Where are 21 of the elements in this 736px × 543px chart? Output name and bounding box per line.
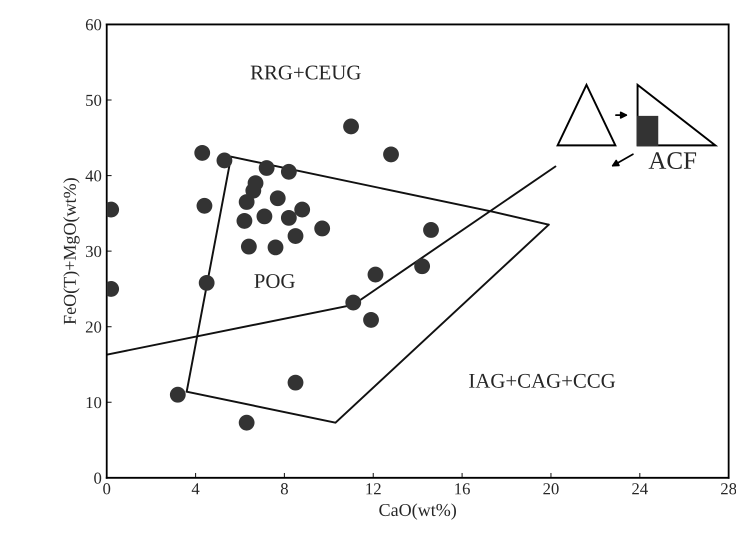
- x-tick-label: 20: [543, 483, 559, 494]
- x-tick-label: 16: [455, 483, 470, 494]
- annotation: IAG+CAG+CCG: [469, 374, 616, 388]
- annotation: POG: [254, 274, 295, 288]
- y-tick-label: 50: [86, 94, 102, 106]
- y-tick-label: 40: [86, 170, 102, 182]
- x-tick-label: 0: [103, 483, 110, 494]
- x-axis-title: CaO(wt%): [379, 503, 456, 520]
- y-axis-title: FeO(T)+MgO(wt%): [63, 178, 80, 324]
- annotation: RRG+CEUG: [250, 66, 361, 80]
- x-tick-label: 8: [280, 483, 288, 494]
- y-tick-label: 10: [86, 396, 102, 408]
- y-tick-label: 0: [94, 472, 102, 484]
- x-tick-label: 12: [366, 483, 381, 494]
- x-tick-label: 24: [632, 483, 648, 494]
- y-tick-label: 30: [86, 246, 102, 258]
- y-tick-label: 60: [86, 19, 102, 30]
- x-tick-label: 28: [721, 483, 736, 494]
- y-tick-label: 20: [86, 321, 102, 333]
- x-tick-label: 4: [192, 483, 200, 494]
- annotation: ACF: [648, 152, 696, 169]
